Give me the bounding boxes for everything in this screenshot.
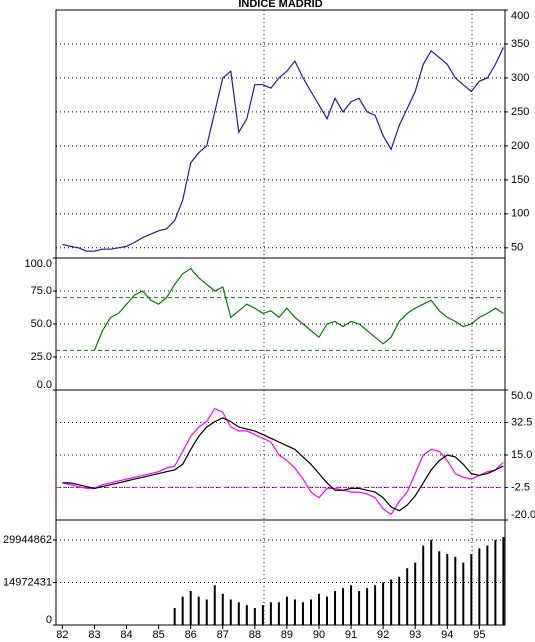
bar xyxy=(382,582,385,625)
x-tick-label: 84 xyxy=(120,629,132,641)
series-line xyxy=(62,407,504,516)
y-tick-label: -20.0 xyxy=(511,509,535,521)
bar xyxy=(502,537,505,625)
bar xyxy=(293,599,296,625)
bar xyxy=(237,602,240,625)
x-tick-label: 94 xyxy=(441,629,453,641)
bar xyxy=(245,605,248,625)
bar xyxy=(277,602,280,625)
bar xyxy=(358,590,361,625)
bar xyxy=(438,551,441,625)
bar xyxy=(342,588,345,625)
bar xyxy=(494,539,497,625)
bar xyxy=(197,596,200,625)
bar xyxy=(406,568,409,625)
bar xyxy=(366,588,369,625)
bar xyxy=(253,607,256,625)
bar xyxy=(478,548,481,625)
y-tick-label: 100 xyxy=(511,208,529,220)
bar xyxy=(205,599,208,625)
y-tick-label: 250 xyxy=(511,106,529,118)
y-tick-label: 50 xyxy=(511,242,523,254)
y-tick-label: 14972431 xyxy=(3,576,52,588)
y-tick-label: 400 xyxy=(511,10,529,22)
bar xyxy=(301,602,304,625)
bar xyxy=(430,539,433,625)
y-tick-label: 32.5 xyxy=(511,416,532,428)
y-tick-label: 75.0 xyxy=(31,285,52,297)
bar xyxy=(317,593,320,625)
x-tick-label: 93 xyxy=(409,629,421,641)
x-tick-label: 82 xyxy=(56,629,68,641)
bar xyxy=(374,585,377,625)
bar xyxy=(221,593,224,625)
chart-title: INDICE MADRID xyxy=(238,0,322,10)
y-tick-label: 50.0 xyxy=(511,390,532,402)
x-tick-label: 90 xyxy=(313,629,325,641)
bar xyxy=(446,554,449,625)
x-tick-label: 91 xyxy=(345,629,357,641)
series-line xyxy=(62,417,504,512)
y-tick-label: 29944862 xyxy=(3,534,52,546)
x-tick-label: 83 xyxy=(88,629,100,641)
x-tick-label: 92 xyxy=(377,629,389,641)
bar xyxy=(350,585,353,625)
bar xyxy=(470,554,473,625)
x-tick-label: 88 xyxy=(249,629,261,641)
bar xyxy=(462,562,465,625)
bar xyxy=(229,599,232,625)
x-tick-label: 95 xyxy=(473,629,485,641)
bar xyxy=(326,596,329,625)
x-tick-label: 85 xyxy=(153,629,165,641)
bar xyxy=(422,545,425,625)
bar xyxy=(309,599,312,625)
bar xyxy=(398,576,401,625)
y-tick-label: 350 xyxy=(511,38,529,50)
bar xyxy=(390,579,393,625)
bar xyxy=(173,607,176,625)
x-tick-label: 86 xyxy=(185,629,197,641)
bar xyxy=(181,596,184,625)
y-tick-label: 200 xyxy=(511,140,529,152)
series-line xyxy=(62,47,504,252)
frame xyxy=(55,9,506,626)
bar xyxy=(454,556,457,625)
y-tick-label: 50.0 xyxy=(31,318,52,330)
bar xyxy=(334,590,337,625)
y-tick-label: -2.5 xyxy=(511,481,530,493)
y-tick-label: 0.0 xyxy=(37,379,52,391)
y-tick-label: 100.0 xyxy=(24,258,52,270)
bar xyxy=(414,562,417,625)
y-tick-label: 25.0 xyxy=(31,351,52,363)
y-tick-label: 0 xyxy=(46,614,52,626)
y-tick-label: 15.0 xyxy=(511,449,532,461)
bar xyxy=(285,596,288,625)
y-tick-label: 300 xyxy=(511,72,529,84)
bar xyxy=(213,585,216,625)
y-tick-label: 150 xyxy=(511,174,529,186)
bar xyxy=(189,590,192,625)
bar xyxy=(486,545,489,625)
x-tick-label: 87 xyxy=(217,629,229,641)
bar xyxy=(269,602,272,625)
x-tick-label: 89 xyxy=(281,629,293,641)
series-line xyxy=(93,267,504,351)
bar xyxy=(261,605,264,625)
